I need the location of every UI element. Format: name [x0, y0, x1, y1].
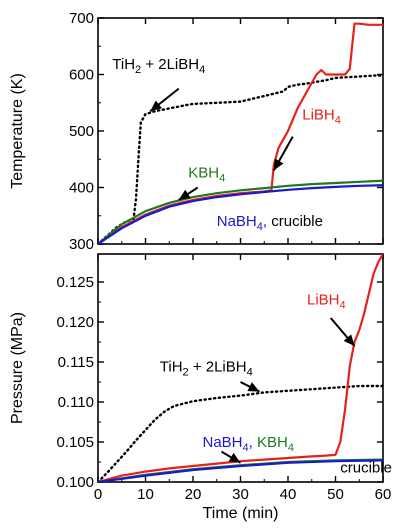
- annotation-label-libh4: LiBH4: [307, 291, 346, 311]
- series-line-nabh4: [98, 184, 383, 244]
- annotation-label-crucible: crucible: [340, 459, 392, 476]
- y-tick-label: 0.115: [58, 354, 94, 371]
- y-tick-label: 700: [69, 10, 94, 27]
- y-tick-label: 400: [69, 180, 94, 197]
- annotation-arrowhead-nabh4: [228, 452, 241, 463]
- y-tick-label: 0.110: [58, 394, 94, 411]
- annotation-arrowhead-tih2: [247, 382, 260, 392]
- annotation-label-tih2: TiH2 + 2LiBH4: [160, 359, 253, 379]
- x-tick-label: 10: [137, 486, 154, 503]
- series-line-libh4: [98, 254, 383, 482]
- annotation-arrowhead-tih2: [150, 100, 162, 112]
- x-tick-label: 40: [280, 486, 297, 503]
- series-line-tih2: [98, 384, 383, 482]
- annotation-arrowhead-libh4: [343, 334, 355, 346]
- series-line-kbh4: [98, 179, 383, 244]
- y-axis-label: Temperature (K): [9, 73, 26, 189]
- plot-frame: [97, 17, 384, 245]
- y-tick-label: 0.105: [56, 434, 94, 451]
- y-tick-label: 300: [69, 236, 94, 253]
- annotation-label-nabh4: NaBH4, crucible: [217, 213, 323, 233]
- x-tick-label: 20: [185, 486, 202, 503]
- series-line-nabh4: [98, 459, 383, 482]
- x-tick-label: 50: [327, 486, 344, 503]
- annotation-label-nabh4: NaBH4, KBH4: [203, 434, 294, 454]
- x-axis-label: Time (min): [203, 505, 279, 522]
- annotation-label-kbh4: KBH4: [188, 164, 225, 184]
- y-axis-label: Pressure (MPa): [9, 312, 26, 424]
- temperature-panel: 300 400 500 600 700 Temperature (K) TiH2 + 2Li…: [9, 10, 384, 253]
- y-tick-label: 0.125: [56, 274, 94, 291]
- x-tick-label: 0: [94, 486, 102, 503]
- y-tick-label: 600: [69, 67, 94, 84]
- y-tick-label: 0.100: [56, 474, 94, 491]
- annotation-label-libh4: LiBH4: [302, 107, 341, 127]
- y-tick-label: 0.120: [56, 314, 94, 331]
- series-line-libh4: [98, 22, 383, 244]
- series-line-tih2: [98, 74, 383, 244]
- annotation-label-tih2: TiH2 + 2LiBH4: [112, 56, 205, 76]
- annotation-arrowhead-kbh4: [178, 189, 191, 200]
- y-tick-label: 500: [69, 123, 94, 140]
- pressure-panel: 0.100 0.105 0.110 0.115 0.120 0.125 0 10 20 30 40 5…: [9, 253, 392, 522]
- x-tick-label: 30: [232, 486, 249, 503]
- annotation-arrowhead-libh4: [273, 158, 284, 171]
- x-tick-label: 60: [375, 486, 392, 503]
